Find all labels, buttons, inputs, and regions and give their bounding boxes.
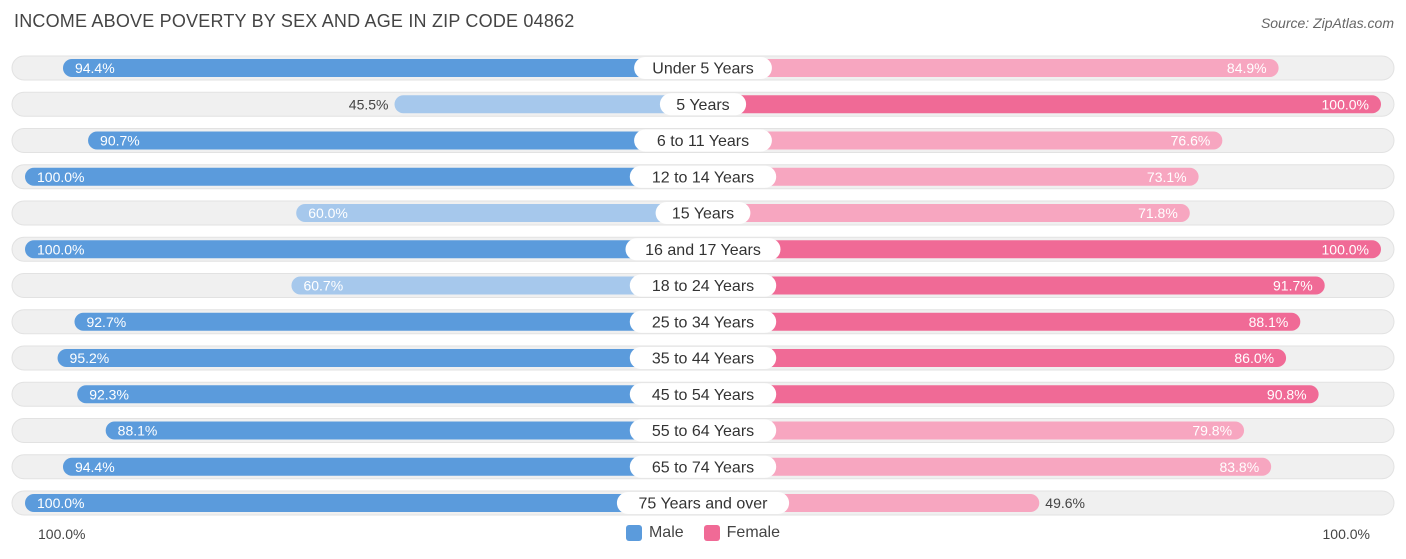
category-label: 35 to 44 Years (652, 351, 754, 368)
legend-label-male: Male (648, 524, 684, 541)
legend-swatch-male (625, 525, 642, 541)
category-pill (629, 310, 777, 333)
female-value-label: 100.0% (1322, 96, 1369, 112)
female-bar (703, 421, 1245, 440)
female-bar (703, 457, 1272, 476)
female-value-label: 71.8% (1138, 205, 1178, 221)
category-pill (629, 347, 777, 369)
male-bar (88, 131, 703, 150)
axis-left-label: 100.0% (38, 526, 86, 542)
chart-title: INCOME ABOVE POVERTY BY SEX AND AGE IN Z… (14, 11, 575, 31)
male-value-label: 92.3% (89, 386, 129, 402)
source-label: Source: ZipAtlas.com (1260, 15, 1394, 31)
legend-label-female: Female (726, 524, 781, 541)
category-label: 18 to 24 Years (652, 278, 754, 295)
male-value-label: 100.0% (37, 495, 84, 511)
female-value-label: 76.6% (1171, 133, 1211, 149)
male-bar (296, 204, 703, 222)
female-bar (703, 240, 1381, 259)
category-pill (616, 492, 790, 514)
axis-right-label: 100.0% (1322, 526, 1370, 542)
legend-item-male: Male (625, 524, 684, 542)
male-value-label: 45.5% (349, 96, 389, 112)
male-bar (62, 457, 703, 476)
female-value-label: 88.1% (1249, 314, 1289, 330)
category-label: 75 Years and over (639, 496, 769, 513)
category-label: Under 5 Years (652, 61, 753, 78)
male-bar (77, 385, 704, 404)
male-value-label: 90.7% (100, 133, 140, 149)
category-pill (634, 57, 772, 79)
male-bar (291, 276, 703, 295)
category-pill (625, 238, 781, 261)
category-pill (629, 383, 777, 406)
chart-canvas: 94.4% 84.9% Under 5 Years 45.5% 100.0% 5 Year… (11, 55, 1395, 516)
female-bar (703, 131, 1223, 150)
female-bar (703, 59, 1279, 77)
female-bar (703, 276, 1325, 295)
male-bar (74, 312, 703, 331)
male-value-label: 92.7% (86, 314, 126, 330)
male-value-label: 94.4% (75, 60, 115, 76)
male-bar (62, 59, 703, 77)
male-value-label: 60.0% (308, 205, 348, 221)
female-value-label: 86.0% (1234, 350, 1274, 366)
female-value-label: 91.7% (1273, 278, 1313, 294)
female-bar (703, 385, 1319, 404)
category-pill (655, 202, 751, 224)
category-pill (634, 129, 772, 152)
category-label: 6 to 11 Years (657, 133, 749, 150)
category-label: 55 to 64 Years (652, 423, 754, 440)
male-bar (394, 95, 703, 114)
male-value-label: 60.7% (303, 278, 343, 294)
female-bar (703, 349, 1287, 367)
female-value-label: 84.9% (1227, 60, 1267, 76)
category-label: 65 to 74 Years (652, 459, 754, 476)
male-value-label: 88.1% (118, 423, 158, 439)
legend: Male Female (0, 524, 1406, 542)
category-pill (629, 455, 777, 478)
category-label: 16 and 17 Years (645, 242, 761, 259)
male-value-label: 100.0% (37, 241, 84, 257)
category-label: 45 to 54 Years (652, 387, 754, 404)
legend-item-female: Female (703, 524, 781, 542)
male-bar (25, 167, 703, 186)
category-pill (629, 419, 777, 442)
category-label: 25 to 34 Years (652, 314, 754, 331)
female-value-label: 79.8% (1192, 423, 1232, 439)
category-pill (629, 165, 777, 188)
male-value-label: 100.0% (37, 169, 84, 185)
male-bar (25, 494, 703, 512)
male-value-label: 94.4% (75, 459, 115, 475)
male-bar (25, 240, 703, 259)
category-label: 15 Years (672, 206, 734, 223)
category-label: 5 Years (676, 97, 729, 114)
female-value-label: 73.1% (1147, 169, 1187, 185)
female-value-label: 100.0% (1322, 241, 1369, 257)
male-bar (57, 349, 703, 367)
legend-swatch-female (703, 525, 720, 541)
female-value-label: 49.6% (1045, 495, 1085, 511)
female-bar (703, 204, 1190, 222)
male-bar (105, 421, 703, 440)
female-bar (703, 95, 1381, 114)
female-bar (703, 312, 1301, 331)
category-pill (629, 274, 777, 297)
male-value-label: 95.2% (70, 350, 110, 366)
female-bar (703, 167, 1199, 186)
female-value-label: 90.8% (1267, 386, 1307, 402)
category-label: 12 to 14 Years (652, 169, 754, 186)
female-value-label: 83.8% (1219, 459, 1259, 475)
category-pill (659, 93, 747, 116)
